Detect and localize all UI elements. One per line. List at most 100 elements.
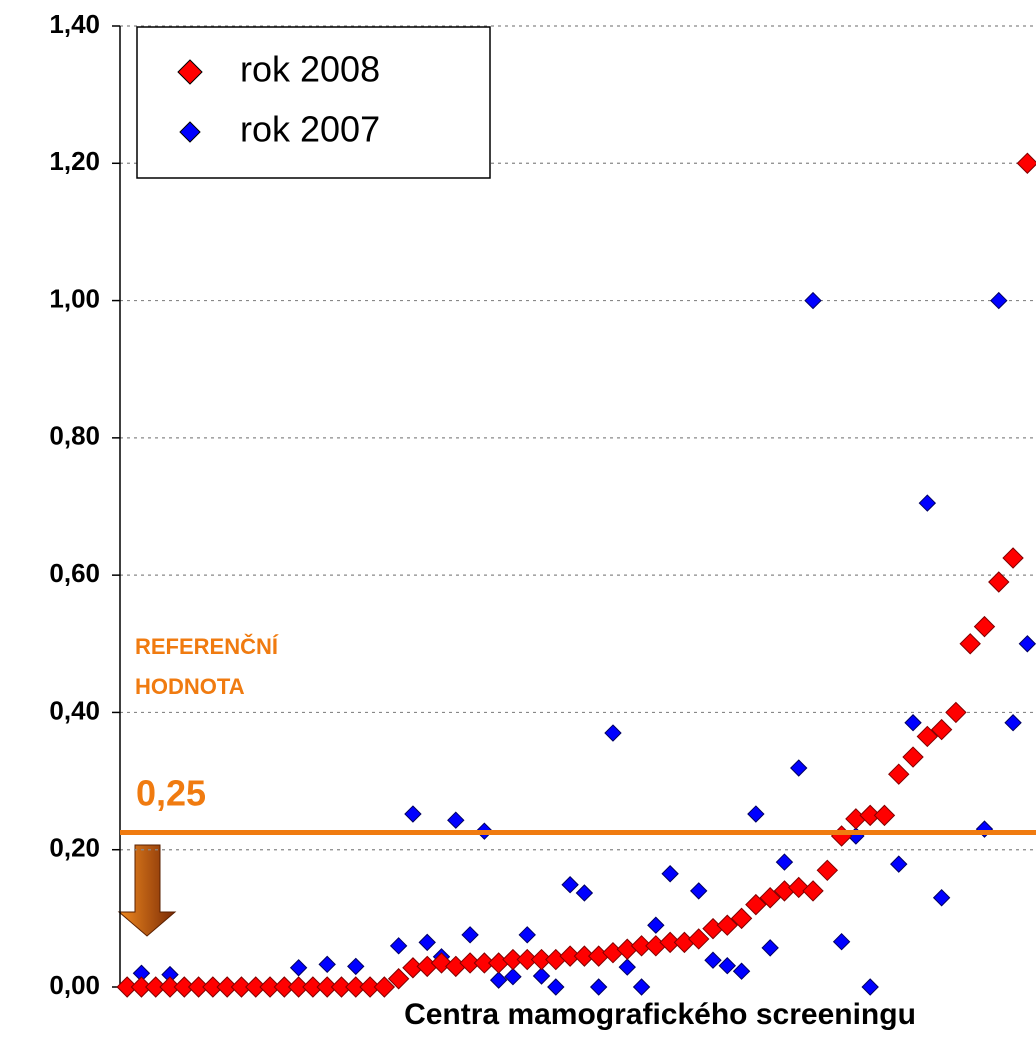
- point: [673, 931, 696, 954]
- point: [859, 804, 881, 827]
- point: [788, 876, 810, 899]
- point: [173, 976, 196, 998]
- point: [689, 882, 708, 900]
- point: [273, 976, 296, 998]
- point: [516, 948, 538, 971]
- point: [316, 976, 338, 998]
- point: [959, 633, 981, 655]
- point: [504, 967, 522, 986]
- point: [990, 291, 1008, 310]
- point: [616, 938, 638, 960]
- point: [489, 971, 508, 989]
- point: [245, 976, 267, 998]
- point: [345, 976, 367, 998]
- point: [816, 859, 839, 882]
- point: [359, 976, 381, 998]
- point: [645, 935, 667, 957]
- point: [1004, 714, 1022, 732]
- point: [730, 907, 753, 930]
- point: [745, 893, 767, 916]
- point: [530, 948, 553, 971]
- point: [302, 976, 324, 998]
- y-tick-label: 0,40: [49, 695, 100, 725]
- point: [718, 957, 736, 975]
- y-tick-label: 0,20: [49, 833, 100, 863]
- point: [790, 759, 808, 777]
- point: [416, 955, 438, 978]
- y-tick-label: 1,20: [49, 146, 100, 176]
- point: [932, 889, 951, 907]
- arrow: [117, 844, 177, 937]
- point: [461, 926, 479, 944]
- point: [287, 976, 310, 998]
- point: [447, 811, 465, 829]
- point: [630, 935, 653, 957]
- point: [661, 865, 679, 883]
- point: [902, 746, 924, 768]
- point: [1016, 152, 1036, 174]
- point: [589, 978, 608, 996]
- y-tick-label: 0,80: [49, 421, 100, 451]
- point: [130, 976, 153, 998]
- point: [830, 825, 853, 847]
- legend-box: [136, 26, 491, 179]
- legend-marker: [179, 121, 201, 143]
- plot: 0,00 0,20 0,40 0,60 0,80 1,00 1,20 1,40: [49, 9, 1036, 1000]
- point: [704, 951, 722, 969]
- legend-marker: [177, 59, 203, 85]
- point: [632, 978, 651, 996]
- point: [775, 853, 794, 871]
- point: [659, 931, 681, 954]
- point: [861, 978, 879, 996]
- point: [202, 976, 224, 998]
- point: [230, 976, 253, 998]
- point: [532, 967, 551, 985]
- point: [602, 941, 624, 964]
- point: [330, 976, 353, 998]
- point: [804, 291, 822, 310]
- point: [487, 952, 510, 974]
- point: [687, 928, 710, 950]
- point: [587, 945, 610, 967]
- point: [575, 884, 594, 902]
- point: [347, 957, 365, 976]
- point: [759, 887, 781, 909]
- point: [732, 962, 751, 980]
- point: [890, 855, 908, 873]
- point: [145, 976, 167, 998]
- point: [545, 948, 567, 971]
- point: [647, 916, 665, 934]
- point: [547, 978, 565, 996]
- point: [747, 805, 765, 823]
- point: [832, 932, 851, 951]
- point: [387, 968, 410, 990]
- point: [116, 976, 138, 998]
- point: [473, 952, 496, 974]
- point: [604, 724, 622, 742]
- point: [916, 725, 939, 748]
- point: [502, 948, 524, 971]
- point: [930, 718, 953, 741]
- x-axis-label: Centra mamografického screeningu: [404, 998, 916, 1031]
- point: [404, 805, 422, 823]
- point: [373, 976, 396, 998]
- point: [459, 952, 481, 974]
- point: [318, 955, 336, 974]
- point: [716, 914, 738, 936]
- point: [888, 763, 910, 785]
- point: [1002, 547, 1024, 569]
- y-tick-label: 1,00: [49, 283, 100, 313]
- point: [159, 976, 181, 998]
- point: [389, 937, 408, 955]
- annotation: REFERENČNÍ: [135, 634, 279, 659]
- point: [289, 959, 308, 977]
- annotation: HODNOTA: [135, 674, 245, 699]
- point: [904, 714, 922, 732]
- point: [945, 701, 967, 724]
- point: [973, 615, 996, 638]
- legend-label: rok 2007: [240, 109, 380, 150]
- point: [430, 952, 453, 974]
- point: [802, 880, 824, 902]
- point: [573, 945, 596, 967]
